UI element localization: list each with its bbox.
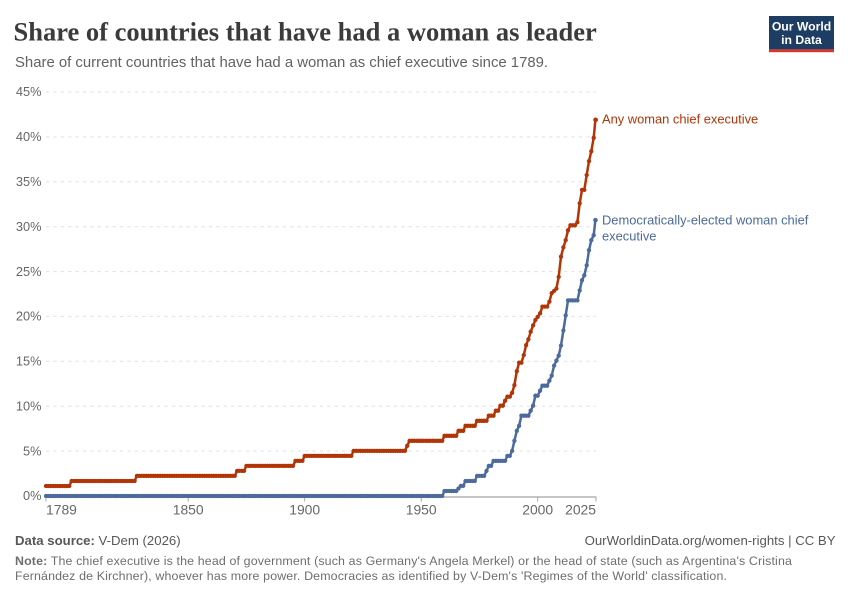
svg-text:Our World: Our World <box>772 20 831 34</box>
svg-text:45%: 45% <box>16 84 42 99</box>
svg-text:1789: 1789 <box>46 502 77 518</box>
svg-text:2025: 2025 <box>565 502 596 518</box>
svg-text:1850: 1850 <box>173 502 204 518</box>
svg-text:executive: executive <box>602 229 656 244</box>
svg-text:10%: 10% <box>16 398 42 413</box>
svg-text:5%: 5% <box>23 443 42 458</box>
svg-text:40%: 40% <box>16 129 42 144</box>
svg-text:Democratically-elected woman c: Democratically-elected woman chief <box>602 213 809 228</box>
svg-text:Share of countries that have h: Share of countries that have had a woman… <box>14 17 597 47</box>
svg-text:2000: 2000 <box>522 502 553 518</box>
svg-text:15%: 15% <box>16 354 42 369</box>
svg-text:OurWorldinData.org/women-right: OurWorldinData.org/women-rights | CC BY <box>585 533 836 548</box>
svg-text:Share of current countries tha: Share of current countries that have had… <box>15 55 548 71</box>
svg-text:20%: 20% <box>16 309 42 324</box>
svg-text:0%: 0% <box>23 488 42 503</box>
svg-text:1900: 1900 <box>289 502 320 518</box>
svg-text:1950: 1950 <box>406 502 437 518</box>
svg-text:Fernández de Kirchner), whoeve: Fernández de Kirchner), whoever has more… <box>15 569 727 583</box>
svg-text:Data source: V-Dem (2026): Data source: V-Dem (2026) <box>15 533 181 548</box>
svg-text:25%: 25% <box>16 264 42 279</box>
svg-text:35%: 35% <box>16 174 42 189</box>
svg-text:in Data: in Data <box>781 33 822 47</box>
svg-text:Note: The chief executive is t: Note: The chief executive is the head of… <box>15 554 792 568</box>
svg-text:Any woman chief executive: Any woman chief executive <box>602 112 758 127</box>
svg-text:30%: 30% <box>16 219 42 234</box>
